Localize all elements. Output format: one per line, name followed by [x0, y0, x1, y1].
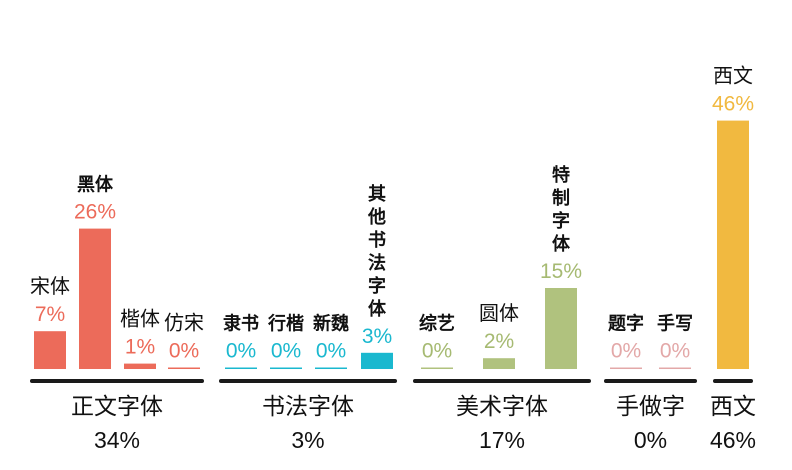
group-1-bar-1 [270, 367, 302, 369]
group-4-value-label-0: 46% [712, 93, 754, 116]
group-4-category-name: 西文 [710, 394, 756, 420]
group-0-value-label-0: 7% [35, 303, 65, 326]
group-2-value-label-2: 15% [540, 260, 582, 283]
group-0-item-name-2: 楷体 [120, 307, 160, 331]
group-0-value-label-2: 1% [125, 336, 155, 359]
group-1-item-name-2: 新魏 [313, 313, 349, 335]
group-0-value-label-3: 0% [169, 340, 199, 363]
group-3-item-name-0: 题字 [608, 313, 644, 335]
group-2-item-name-2: 特制字体 [552, 164, 571, 255]
group-2-bar-0 [421, 367, 453, 369]
group-3-category-name: 手做字 [616, 394, 685, 420]
group-3-bar-1 [659, 367, 691, 369]
group-0-category-total: 34% [94, 427, 140, 453]
group-2-bar-2 [545, 288, 577, 369]
group-2-bar-1 [483, 358, 515, 369]
group-1-item-name-0: 隶书 [223, 313, 259, 335]
group-2-category-total: 17% [479, 427, 525, 453]
group-0-bar-2 [124, 363, 156, 369]
group-1-bar-2 [315, 367, 347, 369]
group-0-category-name: 正文字体 [71, 394, 163, 420]
group-2-item-name-1: 圆体 [479, 301, 519, 325]
group-1-value-label-3: 3% [362, 325, 392, 348]
group-4-category-total: 46% [710, 427, 756, 453]
group-3-value-label-1: 0% [660, 340, 690, 363]
group-3-item-name-1: 手写 [657, 313, 693, 335]
group-4-bar-0 [717, 120, 749, 369]
group-0-bar-1 [79, 228, 111, 369]
group-1-item-name-3: 其他书法字体 [367, 184, 387, 320]
group-3-bar-0 [610, 367, 642, 369]
group-1-category-name: 书法字体 [262, 394, 354, 420]
group-3-value-label-0: 0% [611, 340, 641, 363]
group-1-value-label-1: 0% [271, 340, 301, 363]
group-1-value-label-0: 0% [226, 340, 256, 363]
group-4-item-name-0: 西文 [713, 64, 753, 88]
group-1-value-label-2: 0% [316, 340, 346, 363]
group-0-value-label-1: 26% [74, 201, 116, 224]
group-1-category-total: 3% [291, 427, 324, 453]
group-1-item-name-1: 行楷 [267, 313, 304, 335]
group-2-category-name: 美术字体 [456, 394, 548, 420]
group-2-value-label-0: 0% [422, 340, 452, 363]
group-0-item-name-3: 仿宋 [164, 311, 204, 335]
group-2-item-name-0: 综艺 [419, 313, 455, 335]
group-1-bar-3 [361, 352, 393, 369]
group-3-category-total: 0% [634, 427, 667, 453]
group-0-bar-3 [168, 367, 200, 369]
group-2-value-label-1: 2% [484, 330, 514, 353]
group-0-bar-0 [34, 331, 66, 369]
group-0-item-name-1: 黑体 [77, 174, 114, 196]
group-0-item-name-0: 宋体 [30, 274, 70, 298]
group-1-bar-0 [225, 367, 257, 369]
